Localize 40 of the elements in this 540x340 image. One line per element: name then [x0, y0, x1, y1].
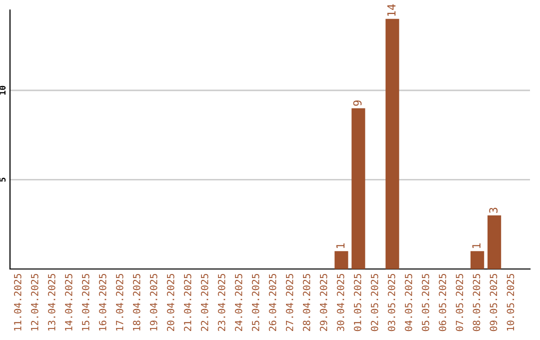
x-tick-label: 16.04.2025 [98, 274, 106, 331]
x-tick-label: 01.05.2025 [354, 274, 362, 332]
x-tick-label: 04.05.2025 [404, 274, 412, 332]
data-label: 3 [489, 208, 498, 213]
x-tick-label: 05.05.2025 [422, 274, 430, 332]
x-tick-label: 09.05.2025 [490, 274, 498, 332]
x-tick-label: 25.04.2025 [252, 274, 260, 331]
bar [470, 251, 484, 269]
x-tick-label: 30.04.2025 [336, 274, 344, 332]
x-tick-label: 20.04.2025 [166, 274, 174, 331]
x-tick-label: 07.05.2025 [456, 274, 464, 332]
x-tick-label: 02.05.2025 [370, 274, 378, 332]
x-tick-label: 14.04.2025 [64, 274, 72, 331]
x-tick-label: 28.04.2025 [302, 274, 310, 331]
x-tick-label: 06.05.2025 [438, 274, 446, 332]
data-label: 1 [336, 243, 344, 248]
x-tick-label: 18.04.2025 [132, 274, 140, 331]
x-tick-label: 13.04.2025 [48, 274, 56, 331]
x-tick-label: 23.04.2025 [218, 274, 226, 331]
x-tick-label: 08.05.2025 [472, 274, 480, 332]
bar [386, 18, 400, 269]
x-tick-label: 12.04.2025 [30, 274, 38, 331]
bar [334, 251, 348, 269]
bar [352, 108, 366, 269]
x-tick-label: 15.04.2025 [82, 274, 90, 331]
x-tick-label: 19.04.2025 [150, 274, 158, 331]
x-tick-label: 21.04.2025 [184, 274, 192, 331]
x-tick-label: 11.04.2025 [14, 274, 22, 331]
x-tick-label: 03.05.2025 [388, 274, 396, 332]
x-tick-label: 26.04.2025 [268, 274, 276, 331]
x-tick-label: 29.04.2025 [320, 274, 328, 331]
x-tick-label: 10.05.2025 [506, 274, 514, 331]
bar [488, 215, 502, 269]
x-tick-label: 24.04.2025 [234, 274, 242, 331]
data-label: 1 [472, 243, 480, 248]
data-label: 9 [353, 100, 362, 106]
x-tick-label: 22.04.2025 [200, 274, 208, 331]
data-label: 14 [387, 4, 396, 16]
x-tick-label: 17.04.2025 [116, 274, 124, 331]
x-tick-label: 27.04.2025 [286, 274, 294, 331]
